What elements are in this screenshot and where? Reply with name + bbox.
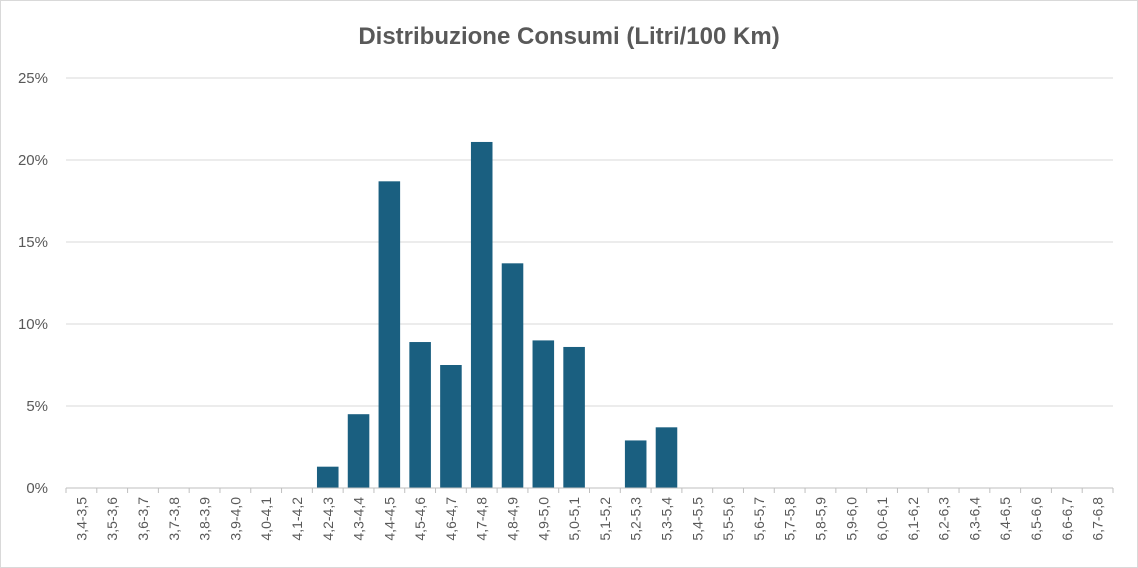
x-tick-label: 6,1-6,2: [905, 497, 921, 541]
x-tick-label: 4,0-4,1: [258, 497, 274, 541]
x-tick-label: 4,5-4,6: [412, 497, 428, 541]
y-axis-ticks: 0% 5% 10% 15% 20% 25%: [18, 70, 48, 497]
x-tick-label: 5,6-5,7: [751, 497, 767, 541]
x-tick-label: 4,2-4,3: [320, 497, 336, 541]
y-tick-label: 25%: [18, 70, 48, 87]
x-tick-label: 5,0-5,1: [566, 497, 582, 541]
x-axis-ticks: 3,4-3,5 3,5-3,6 3,6-3,7 3,7-3,8 3,8-3,9 3,9-4…: [65, 488, 1114, 541]
x-tick-label: 5,7-5,8: [782, 497, 798, 541]
bar: [378, 181, 401, 488]
bars: [316, 141, 678, 488]
x-tick-label: 6,4-6,5: [997, 497, 1013, 541]
x-tick-label: 5,2-5,3: [628, 497, 644, 541]
y-tick-label: 10%: [18, 316, 48, 333]
bar: [501, 263, 524, 488]
x-tick-label: 6,7-6,8: [1090, 497, 1106, 541]
x-tick-label: 5,5-5,6: [720, 497, 736, 541]
bar: [655, 427, 678, 488]
bar: [624, 440, 647, 488]
x-tick-label: 4,7-4,8: [474, 497, 490, 541]
x-tick-label: 4,6-4,7: [443, 497, 459, 541]
x-tick-label: 3,7-3,8: [166, 497, 182, 541]
bar: [563, 346, 585, 488]
x-tick-label: 3,6-3,7: [135, 497, 151, 541]
bar: [470, 141, 493, 488]
x-tick-label: 6,0-6,1: [874, 497, 890, 541]
x-tick-label: 3,5-3,6: [104, 497, 120, 541]
x-tick-label: 3,4-3,5: [73, 497, 89, 541]
y-tick-label: 15%: [18, 234, 48, 251]
y-tick-label: 5%: [26, 398, 48, 415]
x-tick-label: 5,3-5,4: [658, 497, 674, 541]
y-tick-label: 0%: [26, 480, 48, 497]
x-tick-label: 3,9-4,0: [227, 497, 243, 541]
x-tick-label: 5,9-6,0: [843, 497, 859, 541]
x-tick-label: 5,4-5,5: [689, 497, 705, 541]
x-tick-label: 6,2-6,3: [936, 497, 952, 541]
x-tick-label: 6,5-6,6: [1028, 497, 1044, 541]
x-tick-label: 4,1-4,2: [289, 497, 305, 541]
x-tick-label: 4,3-4,4: [351, 497, 367, 541]
x-tick-label: 6,6-6,7: [1059, 497, 1075, 541]
x-tick-label: 5,1-5,2: [597, 497, 613, 541]
bar: [409, 342, 431, 488]
bar: [316, 466, 339, 488]
y-tick-label: 20%: [18, 152, 48, 169]
gridlines: [66, 77, 1113, 407]
bar: [440, 365, 462, 488]
x-tick-label: 4,9-5,0: [535, 497, 551, 541]
bar: [532, 340, 555, 488]
x-tick-label: 3,8-3,9: [197, 497, 213, 541]
x-tick-label: 4,8-4,9: [505, 497, 521, 541]
x-tick-label: 6,3-6,4: [966, 497, 982, 541]
x-tick-label: 5,8-5,9: [812, 497, 828, 541]
x-tick-label: 4,4-4,5: [381, 497, 397, 541]
bar: [347, 414, 370, 488]
chart-title: Distribuzione Consumi (Litri/100 Km): [358, 23, 779, 50]
